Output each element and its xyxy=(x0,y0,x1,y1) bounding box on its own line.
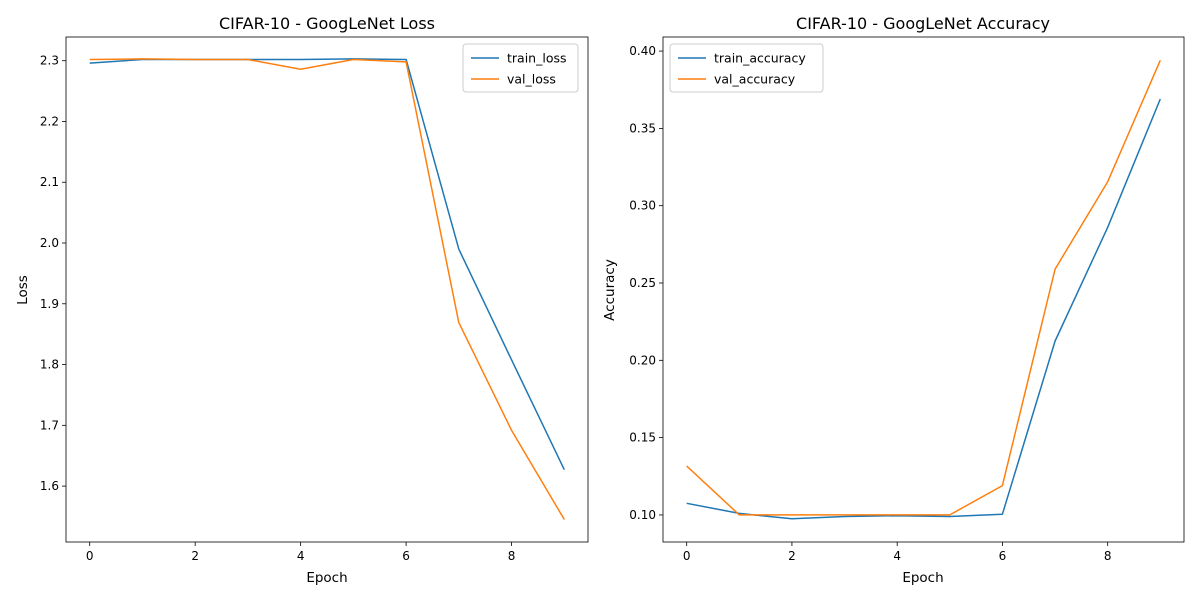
accuracy-legend-label-val_accuracy: val_accuracy xyxy=(714,72,796,87)
loss-plot-area: 0 2 4 6 8 1.6 1.7 1.8 1.9 2.0 2.1 2.2 2.3 train_lossv… xyxy=(40,36,589,563)
accuracy-x-tick-label: 8 xyxy=(1104,549,1112,563)
loss-legend-label-val_loss: val_loss xyxy=(507,72,556,87)
loss-chart-xlabel: Epoch xyxy=(306,570,347,586)
accuracy-y-tick-label: 0.30 xyxy=(629,199,656,213)
loss-x-tick-label: 6 xyxy=(402,549,410,563)
loss-y-tick-label: 1.6 xyxy=(40,479,59,493)
accuracy-series-train_accuracy xyxy=(686,98,1161,520)
loss-y-tick-label: 1.8 xyxy=(40,358,59,372)
loss-x-tick-label: 8 xyxy=(508,549,516,563)
accuracy-x-tick-label: 0 xyxy=(683,549,691,563)
loss-y-tick-label: 2.0 xyxy=(40,236,59,250)
loss-chart-ylabel: Loss xyxy=(15,275,31,305)
loss-axes-frame xyxy=(65,36,589,543)
accuracy-y-tick-label: 0.35 xyxy=(629,121,656,135)
loss-y-tick-label: 2.3 xyxy=(40,54,59,68)
accuracy-plot-area: 0 2 4 6 8 0.10 0.15 0.20 0.25 0.30 0.35 0.40 train_a… xyxy=(629,36,1185,563)
accuracy-legend-label-train_accuracy: train_accuracy xyxy=(714,51,806,66)
loss-series-val_loss xyxy=(89,58,565,520)
loss-chart: CIFAR-10 - GoogLeNet Loss Epoch Loss 0 2 4… xyxy=(15,14,589,586)
loss-legend-label-train_loss: train_loss xyxy=(507,51,567,66)
accuracy-chart-ylabel: Accuracy xyxy=(602,259,618,321)
loss-chart-title: CIFAR-10 - GoogLeNet Loss xyxy=(219,14,435,33)
accuracy-y-tick-label: 0.20 xyxy=(629,353,656,367)
loss-x-tick-label: 2 xyxy=(191,549,199,563)
accuracy-chart: CIFAR-10 - GoogLeNet Accuracy Epoch Accu… xyxy=(602,14,1185,586)
accuracy-y-tick-label: 0.40 xyxy=(629,44,656,58)
loss-y-tick-label: 1.7 xyxy=(40,418,59,432)
loss-y-tick-label: 2.1 xyxy=(40,175,59,189)
accuracy-y-tick-label: 0.25 xyxy=(629,276,656,290)
accuracy-legend: train_accuracy val_accuracy xyxy=(669,43,824,93)
loss-x-tick-label: 4 xyxy=(297,549,305,563)
accuracy-y-tick-label: 0.10 xyxy=(629,508,656,522)
accuracy-legend-box xyxy=(669,43,824,93)
accuracy-axes-frame xyxy=(662,36,1185,543)
loss-x-tick-label: 0 xyxy=(86,549,94,563)
accuracy-x-tick-label: 6 xyxy=(999,549,1007,563)
loss-y-tick-label: 1.9 xyxy=(40,297,59,311)
accuracy-chart-xlabel: Epoch xyxy=(902,570,943,586)
loss-y-tick-label: 2.2 xyxy=(40,114,59,128)
accuracy-y-tick-label: 0.15 xyxy=(629,431,656,445)
accuracy-chart-title: CIFAR-10 - GoogLeNet Accuracy xyxy=(796,14,1050,33)
loss-legend: train_loss val_loss xyxy=(462,43,579,93)
accuracy-series-val_accuracy xyxy=(686,60,1161,516)
accuracy-x-tick-label: 4 xyxy=(893,549,901,563)
loss-legend-box xyxy=(462,43,579,93)
accuracy-x-tick-label: 2 xyxy=(788,549,796,563)
